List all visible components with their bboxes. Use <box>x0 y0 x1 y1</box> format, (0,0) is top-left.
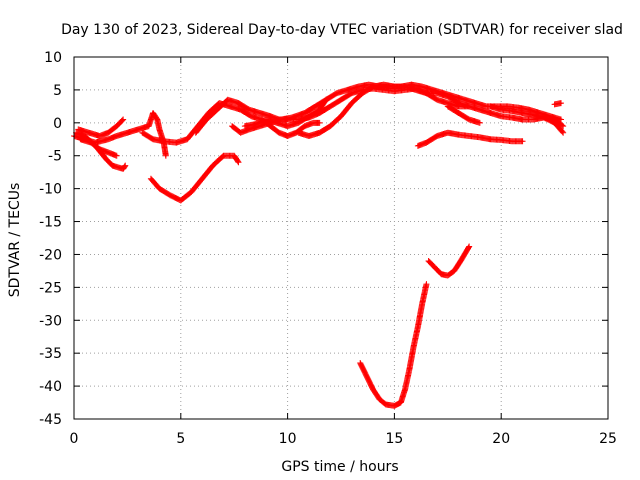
y-tick-label: -15 <box>39 215 62 231</box>
data-point <box>519 138 526 145</box>
data-point <box>322 97 329 104</box>
data-point <box>559 122 566 129</box>
series-arc-15 <box>357 281 430 409</box>
chart-title: Day 130 of 2023, Sidereal Day-to-day VTE… <box>61 22 623 38</box>
series-arc-16 <box>425 243 473 279</box>
series-arc-10 <box>295 81 473 139</box>
y-tick-label: -40 <box>39 379 62 395</box>
y-tick-label: -45 <box>39 412 62 428</box>
series-arc-3 <box>75 116 127 139</box>
data-point <box>560 129 567 136</box>
series-arc-9 <box>241 96 330 130</box>
x-tick-label: 10 <box>279 431 297 447</box>
x-tick-label: 5 <box>176 431 185 447</box>
x-tick-label: 25 <box>599 431 617 447</box>
series-arc-4 <box>77 136 120 159</box>
y-tick-label: 10 <box>44 50 62 66</box>
data-point <box>476 119 483 126</box>
data-point <box>423 281 430 288</box>
data-point <box>235 159 242 166</box>
y-tick-label: -30 <box>39 313 62 329</box>
data-point <box>122 162 129 169</box>
series-arc-14 <box>414 129 526 149</box>
plot-frame <box>73 56 609 420</box>
series-arc-5 <box>147 152 242 204</box>
data-point <box>559 128 566 135</box>
data-point <box>113 152 120 159</box>
x-tick-label: 15 <box>385 431 403 447</box>
x-tick-label: 0 <box>70 431 79 447</box>
y-tick-label: -25 <box>39 280 62 296</box>
data-point <box>121 163 128 170</box>
data-series <box>71 81 567 409</box>
y-axis-label: SDTVAR / TECUs <box>7 183 23 298</box>
data-point <box>323 96 330 103</box>
series-arc-11 <box>444 103 483 126</box>
data-point <box>466 103 473 110</box>
series-arc-12 <box>487 103 567 136</box>
data-point <box>120 116 127 123</box>
axis-ticks: 0 5 10 15 20 25 10 5 0 -5 -10 -15 -20 -25 -30 -35 -40 -45 <box>39 50 617 447</box>
data-point <box>119 117 126 124</box>
y-tick-label: -10 <box>39 182 62 198</box>
series-arc-13 <box>551 100 565 108</box>
y-tick-label: -5 <box>48 149 62 165</box>
y-tick-label: -35 <box>39 346 62 362</box>
y-tick-label: 5 <box>53 83 62 99</box>
y-tick-label: 0 <box>53 116 62 132</box>
data-point <box>162 152 169 159</box>
data-point <box>465 244 472 251</box>
data-point <box>558 100 565 107</box>
x-axis-label: GPS time / hours <box>281 459 398 475</box>
y-tick-label: -20 <box>39 247 62 263</box>
data-point <box>558 116 565 123</box>
x-tick-label: 20 <box>492 431 510 447</box>
data-point <box>560 123 567 130</box>
data-point <box>466 243 473 250</box>
data-point <box>234 158 241 165</box>
data-point <box>316 119 323 126</box>
